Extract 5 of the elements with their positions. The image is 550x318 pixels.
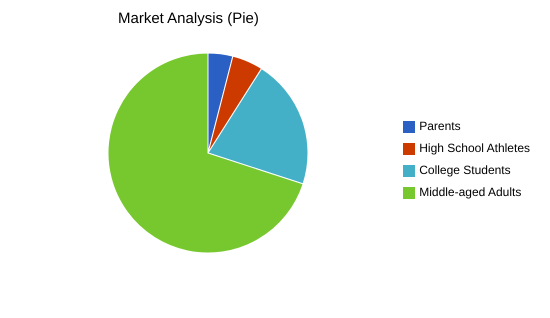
- legend-label: Middle-aged Adults: [419, 185, 522, 199]
- legend-label: Parents: [419, 119, 461, 133]
- legend-label: College Students: [419, 163, 511, 177]
- legend-label: High School Athletes: [419, 141, 530, 155]
- chart-title: Market Analysis (Pie): [118, 10, 259, 27]
